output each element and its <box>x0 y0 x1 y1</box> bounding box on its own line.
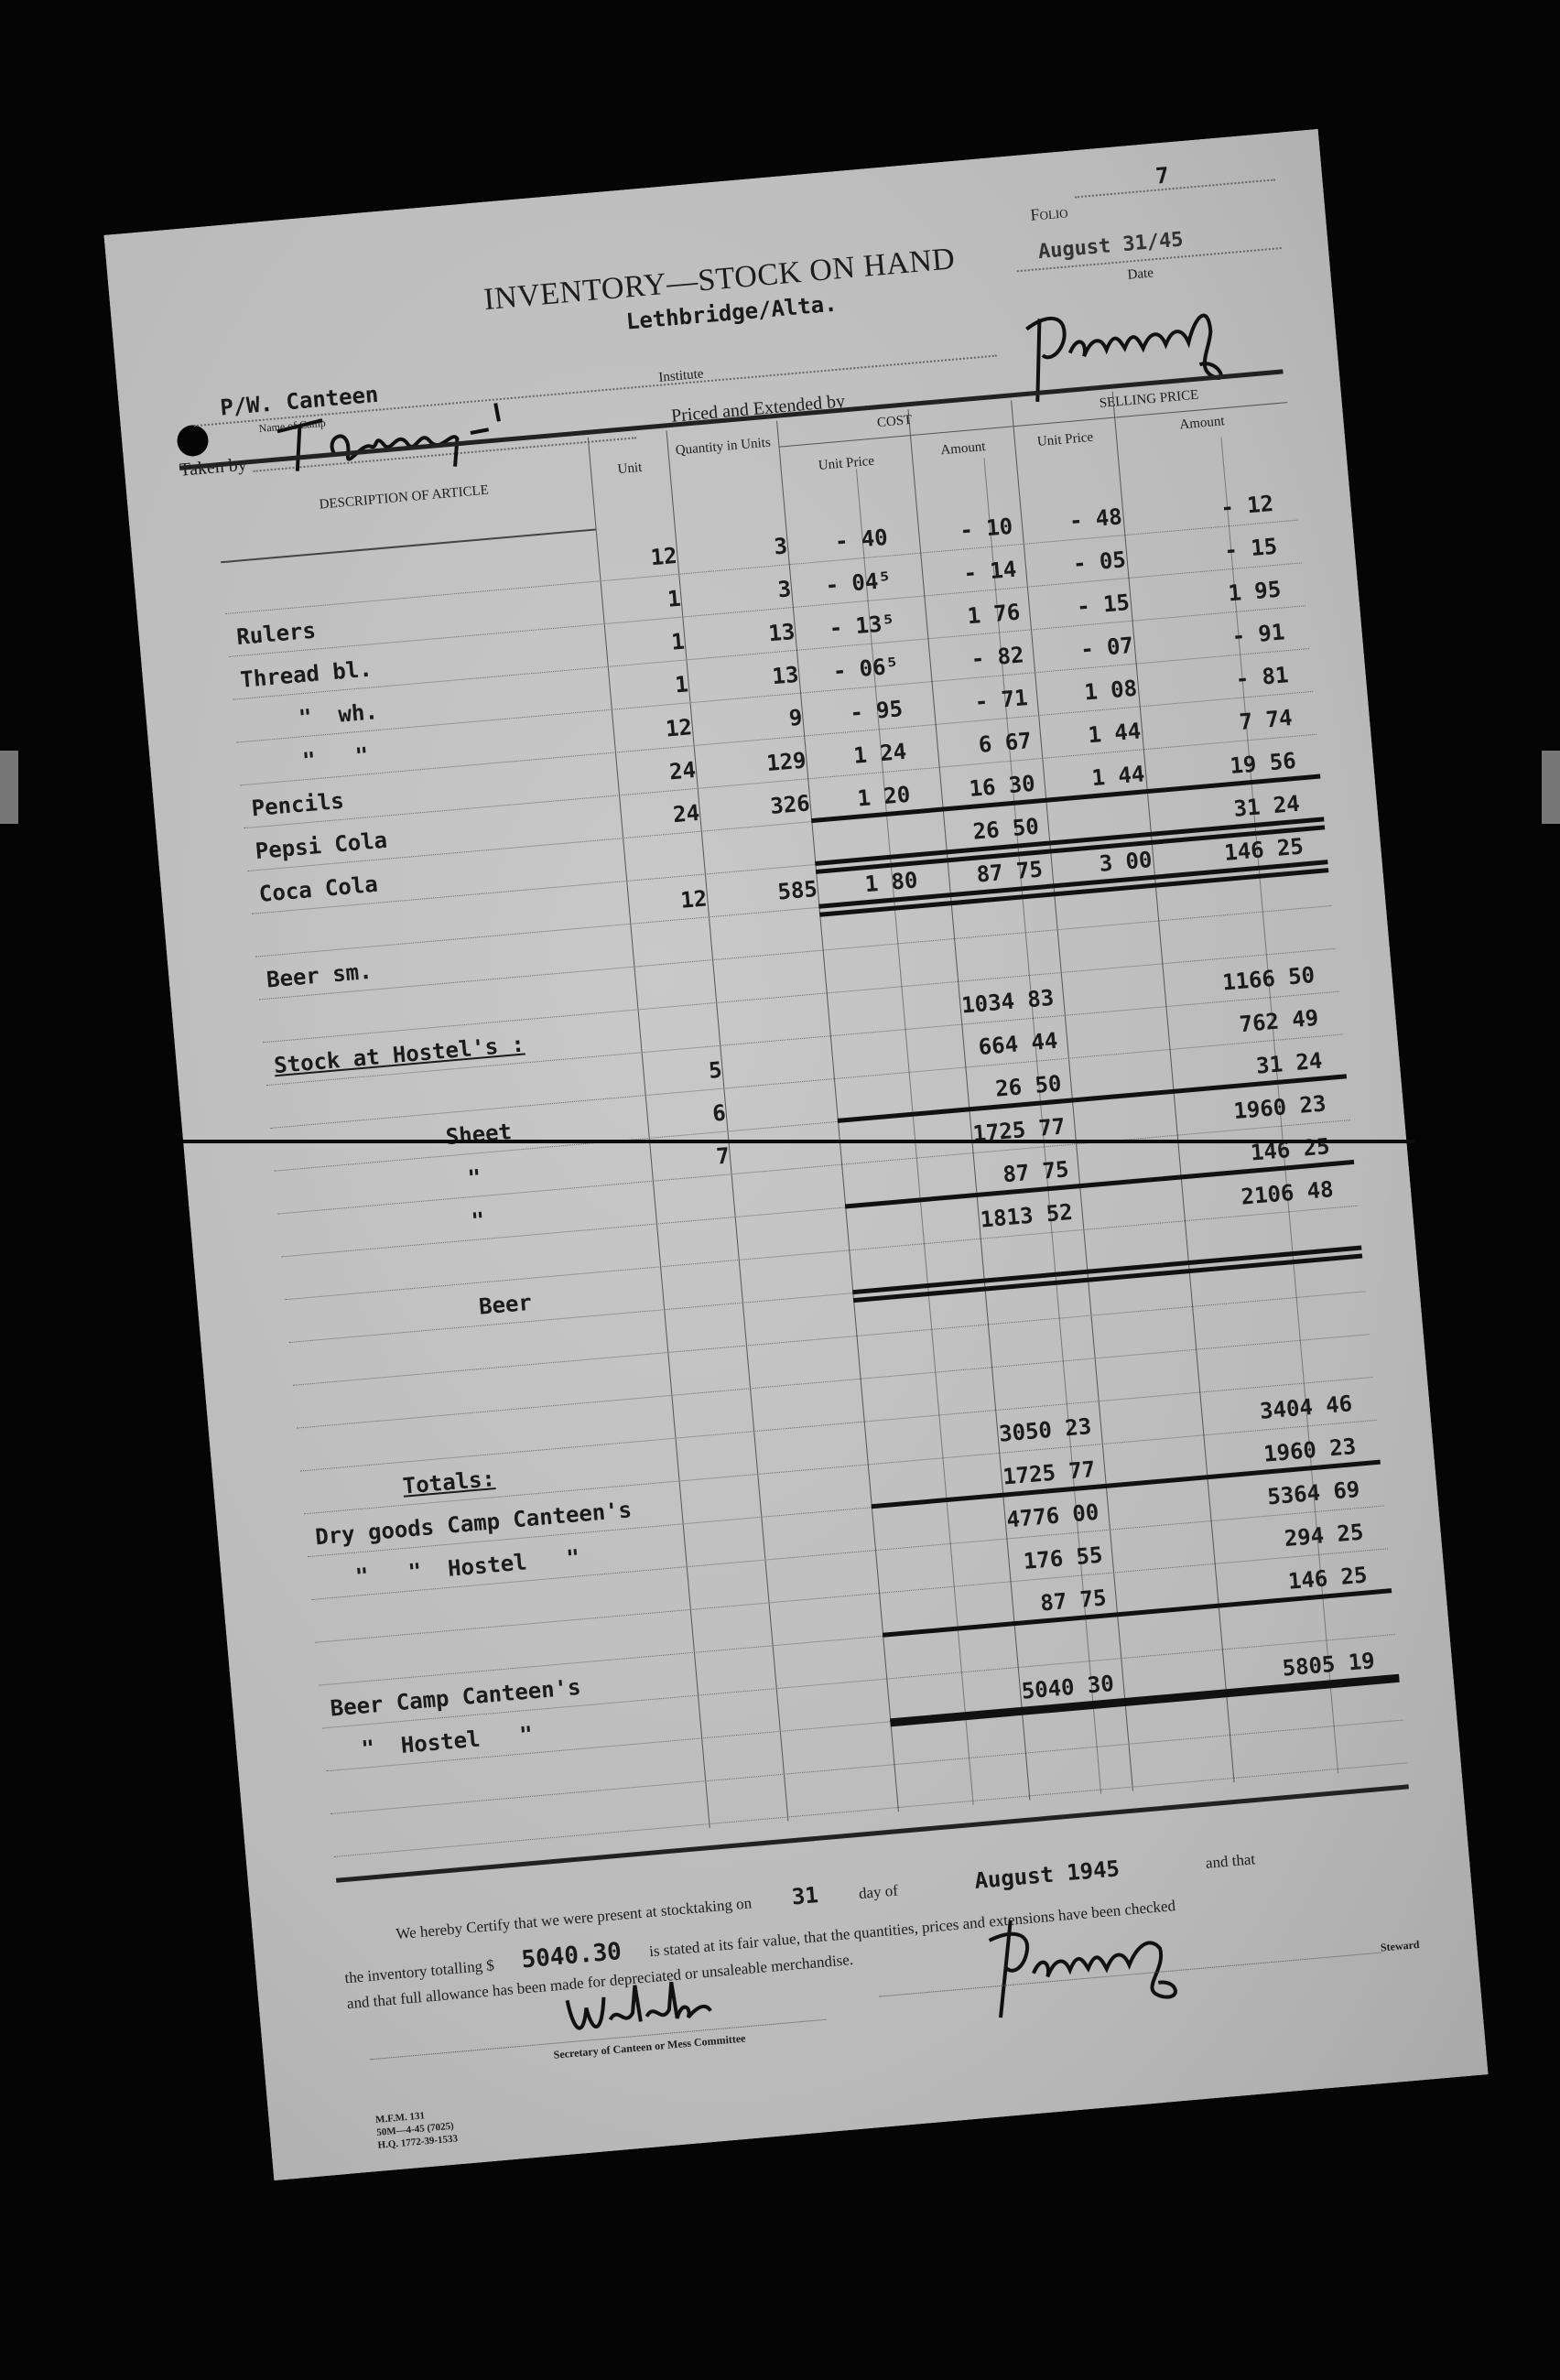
col-description: DESCRIPTION OF ARTICLE <box>319 482 490 513</box>
folio-line <box>1074 178 1276 199</box>
row-quantity: 3 <box>776 576 793 603</box>
inventory-form: Folio 7 INVENTORY—STOCK ON HAND Lethbrid… <box>103 129 1489 2180</box>
row-unit: 24 <box>667 757 698 785</box>
row-unit: 5 <box>707 1056 723 1084</box>
cert-day: 31 <box>790 1882 819 1910</box>
row-sell-amount <box>1233 1759 1383 1772</box>
row-quantity: 129 <box>765 747 807 777</box>
punch-hole <box>176 424 210 458</box>
secretary-signature <box>565 1981 712 2030</box>
row-quantity: 13 <box>767 618 796 647</box>
scan-artifact-line <box>183 1140 1414 1143</box>
col-cost-amount: Amount <box>939 439 987 459</box>
inventory-table: DESCRIPTION OF ARTICLE Unit Quantity in … <box>212 376 1407 1861</box>
row-description: Beer sm. <box>265 957 374 993</box>
row-unit: 1 <box>666 585 682 612</box>
row-cost-unit-price <box>897 1792 998 1801</box>
row-sell-unit-price: 1 44 <box>1087 718 1143 749</box>
row-description: " " <box>301 742 370 774</box>
cert-total: 5040.30 <box>520 1937 623 1974</box>
col-unit: Unit <box>616 460 643 478</box>
cert-month-year: August 1945 <box>973 1855 1121 1894</box>
row-quantity: 326 <box>769 790 811 819</box>
col-quantity: Quantity in Units <box>675 435 772 459</box>
row-description: Totals: <box>401 1466 496 1499</box>
taken-by-signature <box>276 403 501 471</box>
folio-label: Folio <box>1029 202 1069 224</box>
cert-line2a: the inventory totalling $ <box>343 1956 495 1987</box>
row-unit: 6 <box>711 1099 727 1127</box>
steward-signature <box>988 1920 1177 2018</box>
row-quantity: 9 <box>787 704 804 731</box>
row-sell-unit-price: - 05 <box>1071 546 1127 578</box>
certification: We hereby Certify that we were present a… <box>335 1784 1420 2151</box>
row-unit: 7 <box>715 1142 731 1170</box>
row-unit: 1 <box>670 628 686 655</box>
row-description: Thread bl. <box>239 655 374 693</box>
row-description: " <box>466 1164 482 1192</box>
col-cost-unit-price: Unit Price <box>818 453 875 473</box>
row-unit: 24 <box>672 799 701 828</box>
row-description: Pepsi Cola <box>254 827 389 865</box>
priced-by-signature <box>1025 313 1223 402</box>
row-description: Rulers <box>235 617 317 651</box>
row-sell-unit-price: 1 08 <box>1083 675 1139 706</box>
row-quantity: 585 <box>776 875 818 905</box>
cert-line1c: and that <box>1205 1850 1256 1872</box>
row-description: Beer <box>477 1289 533 1320</box>
scan-edge-mark <box>1542 751 1560 824</box>
row-unit: 12 <box>649 542 678 571</box>
row-unit: 12 <box>679 885 709 914</box>
form-codes: M.F.M. 131 50M—4-45 (7025) H.Q. 1772-39-… <box>375 2106 459 2151</box>
folio-number: 7 <box>1154 162 1170 189</box>
row-quantity <box>786 1801 897 1812</box>
row-sell-unit-price: - 07 <box>1079 632 1135 663</box>
col-sell-unit-price: Unit Price <box>1036 429 1094 450</box>
institute-label: Institute <box>657 366 705 385</box>
row-description: " <box>470 1206 486 1235</box>
row-description: Pencils <box>250 787 345 822</box>
row-quantity: 3 <box>773 533 789 560</box>
row-unit: 12 <box>664 714 694 742</box>
row-description: Coca Cola <box>257 871 379 907</box>
scan-edge-mark <box>0 751 18 824</box>
row-sell-unit-price: - 15 <box>1075 590 1132 620</box>
row-quantity: 13 <box>771 661 800 690</box>
row-description: Sheet <box>444 1119 514 1151</box>
row-description: " wh. <box>298 698 379 731</box>
row-sell-unit-price: - 48 <box>1067 503 1123 535</box>
row-unit: 1 <box>674 671 689 698</box>
steward-label: Steward <box>1380 1937 1421 1954</box>
row-sell-unit-price <box>1132 1772 1232 1781</box>
cert-line1b: day of <box>858 1881 899 1903</box>
col-sell-amount: Amount <box>1178 414 1226 433</box>
row-unit <box>709 1812 787 1818</box>
